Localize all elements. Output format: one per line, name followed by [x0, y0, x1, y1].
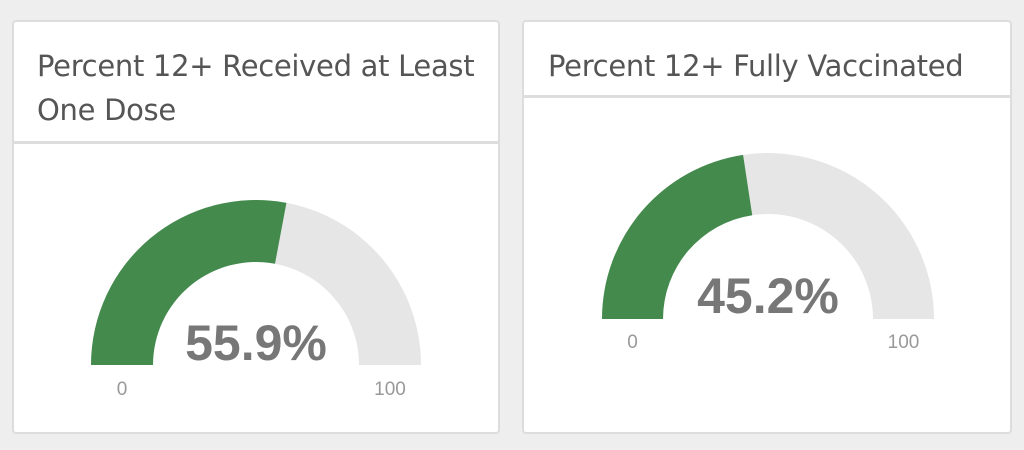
card-header: Percent 12+ Fully Vaccinated: [524, 22, 1010, 98]
gauge-min-label: 0: [627, 332, 638, 353]
card-header: Percent 12+ Received at Least One Dose: [14, 22, 498, 144]
gauge-card-one-dose: Percent 12+ Received at Least One Dose 5…: [12, 20, 500, 434]
gauge-value-arc: [602, 154, 753, 319]
gauge-max-label: 100: [374, 379, 406, 400]
gauge-card-fully-vaccinated: Percent 12+ Fully Vaccinated 45.2% 0 100: [522, 20, 1012, 434]
card-title: Percent 12+ Received at Least One Dose: [37, 49, 475, 127]
gauge-max-label: 100: [888, 332, 920, 353]
gauge-chart-one-dose: 55.9% 0 100: [91, 200, 421, 400]
gauge-chart-fully-vaccinated: 45.2% 0 100: [602, 153, 934, 353]
gauge-value-arc: [91, 200, 287, 365]
gauge-value-label: 55.9%: [185, 315, 327, 371]
gauge-min-label: 0: [117, 379, 128, 400]
gauge-value-label: 45.2%: [697, 268, 839, 324]
card-title: Percent 12+ Fully Vaccinated: [548, 49, 964, 83]
